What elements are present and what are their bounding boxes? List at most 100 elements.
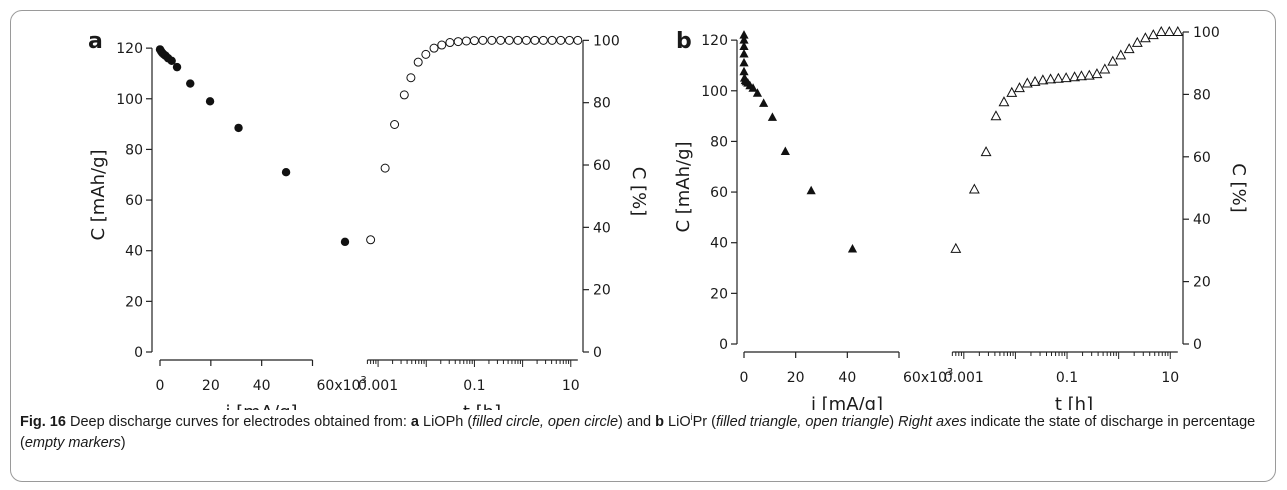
a-right-data-point <box>366 235 376 245</box>
b-right-y-axis-label: C [%] <box>1228 163 1249 212</box>
a-right-data-point <box>521 35 531 45</box>
caption-close-a: ) and <box>618 414 656 430</box>
a-right-y-axis-label: C [%] <box>628 167 649 216</box>
b-left-data-point <box>739 57 749 67</box>
a-left-y-tick-label: 60 <box>125 193 143 209</box>
a-right-y-tick-label: 20 <box>593 283 611 299</box>
b-left-data-point <box>739 66 749 76</box>
a-right-y-tick-label: 0 <box>593 345 602 361</box>
a-right-data-point <box>538 35 548 45</box>
caption-compound-b-post: Pr ( <box>692 414 716 430</box>
b-right-data-point <box>1155 25 1167 36</box>
a-right-data-point <box>556 35 566 45</box>
b-right-data-point <box>1139 32 1151 43</box>
a-left-y-tick-label: 0 <box>134 345 143 361</box>
a-right-data-point <box>478 35 488 45</box>
caption-markers-b: filled triangle, open triangle <box>715 414 890 430</box>
b-left-data-point <box>739 49 749 58</box>
b-right-data-point <box>1052 72 1064 83</box>
b-left-data-point <box>759 98 769 107</box>
caption-panel-a: a <box>410 414 419 430</box>
b-left-x-tick-label: 40 <box>838 370 856 386</box>
caption-compound-b-pre: LiO <box>664 414 691 430</box>
b-left-x-tick-label: 60x103 <box>903 367 953 386</box>
b-left-data-point <box>752 88 763 97</box>
b-right-data-point <box>990 110 1002 121</box>
a-right-x-tick-label: 0.001 <box>358 378 398 394</box>
a-left-data-point <box>172 62 182 72</box>
b-right-x-axis-label: t [h] <box>1055 394 1093 410</box>
a-right-x-tick-label: 0.1 <box>463 378 485 394</box>
b-right-data-point <box>968 183 980 194</box>
b-right-data-point <box>1037 74 1049 85</box>
b-right-x-tick-label: 10 <box>1161 370 1179 386</box>
b-right-data-point <box>1107 55 1119 66</box>
b-right-data-point <box>1060 72 1072 83</box>
panel-a-left-plot: 0 20 40 60 80 100 120 0 20 40 60x103 i [mA/g] C [mAh… <box>88 41 367 410</box>
a-right-data-point <box>564 35 574 45</box>
b-left-data-point <box>739 35 749 44</box>
a-left-y-tick-label: 120 <box>116 41 143 57</box>
b-right-data-point <box>1091 68 1103 79</box>
panel-a-right-plot: 0 20 40 60 80 100 0.001 0.1 10 t [h] C [%] <box>358 33 649 410</box>
a-right-data-point <box>406 73 416 83</box>
b-left-y-tick-label: 100 <box>701 84 728 100</box>
b-right-y-tick-label: 80 <box>1193 87 1211 103</box>
a-left-y-axis-label: C [mAh/g] <box>88 149 109 240</box>
a-right-data-point <box>504 35 514 45</box>
b-right-data-point <box>1029 75 1041 86</box>
a-right-data-point <box>445 38 455 48</box>
a-right-data-point <box>421 49 431 59</box>
b-right-data-point <box>1131 36 1143 47</box>
b-right-data-point <box>1172 25 1184 36</box>
a-left-y-tick-label: 80 <box>125 142 143 158</box>
caption-fig-label: Fig. 16 <box>20 414 66 430</box>
a-left-data-point <box>186 79 195 88</box>
b-right-y-tick-label: 0 <box>1193 337 1202 353</box>
b-right-x-tick-label: 0.1 <box>1056 370 1078 386</box>
b-left-y-tick-label: 60 <box>710 185 728 201</box>
panel-b-label: b <box>676 29 692 54</box>
caption-text-1: Deep discharge curves for electrodes obt… <box>65 414 411 430</box>
panel-b-left-plot: 0 20 40 60 80 100 120 0 20 40 60x103 i [mA/g] C [mAh… <box>673 30 953 410</box>
caption-compound-a: LiOPh ( <box>418 414 473 430</box>
caption-empty-markers: empty markers <box>24 435 121 451</box>
a-left-y-tick-label: 40 <box>125 244 143 260</box>
b-left-x-tick-label: 0 <box>740 370 749 386</box>
b-left-x-axis-label: i [mA/g] <box>811 394 883 410</box>
a-left-y-tick-label: 20 <box>125 294 143 310</box>
b-right-data-point <box>1069 71 1081 82</box>
b-right-data-point <box>1014 82 1025 93</box>
a-left-data-point <box>205 97 215 106</box>
panel-a-label: a <box>88 29 103 54</box>
b-right-data-point <box>1099 63 1111 74</box>
b-left-data-point <box>847 244 858 253</box>
b-right-y-tick-label: 60 <box>1193 150 1211 166</box>
a-right-data-point <box>530 35 540 45</box>
a-left-x-tick-label: 60x103 <box>317 375 367 394</box>
b-left-y-tick-label: 20 <box>710 286 728 302</box>
caption-text-3: ) <box>120 435 126 451</box>
a-right-data-point <box>573 35 583 45</box>
b-left-y-tick-label: 80 <box>710 134 728 150</box>
b-right-y-tick-label: 100 <box>1193 25 1220 41</box>
b-left-y-axis-label: C [mAh/g] <box>673 141 694 232</box>
b-left-y-tick-label: 120 <box>701 33 728 49</box>
figure-frame <box>10 10 1276 482</box>
b-right-data-point <box>1115 49 1127 60</box>
a-right-y-tick-label: 40 <box>593 220 611 236</box>
caption-panel-b: b <box>655 414 664 430</box>
a-right-data-point <box>496 35 506 45</box>
b-right-data-point <box>1163 25 1175 36</box>
b-right-data-point <box>1123 43 1135 54</box>
b-right-data-point <box>998 96 1010 107</box>
a-left-data-point <box>234 123 243 133</box>
a-right-x-tick-label: 10 <box>562 378 580 394</box>
b-left-y-tick-label: 0 <box>719 337 728 353</box>
caption-markers-a: filled circle, open circle <box>472 414 619 430</box>
a-right-data-point <box>469 36 479 46</box>
a-left-x-tick-exponent: 3 <box>360 375 366 386</box>
b-right-data-point <box>1075 70 1087 81</box>
